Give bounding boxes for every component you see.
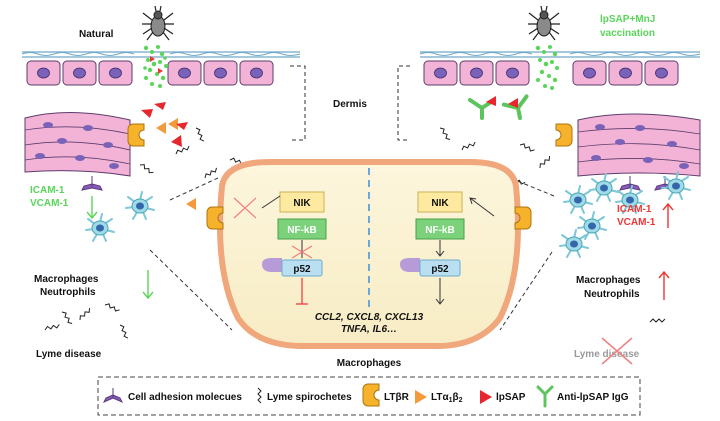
icam-right-label: ICAM-1 — [617, 204, 652, 215]
lta-ligand-icon — [186, 198, 196, 210]
immune-cell-icon — [85, 213, 115, 242]
up-arrow-icon — [658, 270, 670, 300]
neutrophils-right-label: Neutrophils — [584, 289, 640, 300]
legend-ltbr-icon — [362, 383, 380, 407]
legend-adhesion-icon — [102, 388, 124, 404]
ligands-left — [141, 102, 188, 147]
p52-right: p52 — [431, 264, 449, 275]
nik-right: NIK — [431, 198, 449, 209]
adhesion-molecule-icon — [619, 176, 641, 191]
legend-spirochetes: Lyme spirochetes — [267, 392, 352, 403]
legend-cell-adhesion: Cell adhesion molecues — [128, 392, 242, 403]
legend-lpsap: lpSAP — [496, 392, 526, 403]
vaccination-label-1: lpSAP+MnJ — [600, 14, 655, 25]
legend-ltbr: LTβR — [384, 392, 410, 403]
adhesion-molecule-icon — [81, 176, 103, 191]
saliva-dots-left — [143, 45, 168, 88]
legend-lpsap-icon — [480, 390, 492, 404]
icam-left-label: ICAM-1 — [30, 185, 65, 196]
nfkb-right: NF-kB — [425, 225, 454, 236]
legend-anti-igg: Anti-lpSAP IgG — [557, 392, 629, 403]
legend: Cell adhesion molecues Lyme spirochetes … — [97, 376, 641, 416]
nfkb-left: NF-kB — [287, 225, 316, 236]
ltbr-receptor-icon — [127, 123, 145, 147]
immune-cell-icon — [125, 191, 155, 220]
natural-label: Natural — [79, 29, 114, 40]
anti-lpsap-igg-icons — [468, 94, 529, 120]
dermis-brackets — [290, 65, 410, 141]
legend-spirochete-icon — [257, 387, 262, 404]
dermal-tissue-left — [24, 111, 131, 177]
lyme-disease-left-label: Lyme disease — [36, 349, 102, 360]
genes-line-1: CCL2, CXCL8, CXCL13 — [315, 312, 424, 323]
lyme-disease-right-label: Lyme disease — [574, 349, 640, 360]
vcam-right-label: VCAM-1 — [617, 217, 656, 228]
legend-lta-icon — [415, 390, 427, 404]
pathway-left: NIK NF-kB p52 — [233, 191, 327, 305]
down-arrow-icon — [86, 196, 98, 220]
pathway-right: NIK NF-kB p52 — [400, 191, 495, 305]
vaccination-label-2: vaccination — [600, 28, 655, 39]
spirochetes-left-bottom — [43, 301, 129, 340]
p52-left: p52 — [293, 264, 311, 275]
ltbr-receptor-icon — [555, 123, 573, 147]
epidermis-right — [419, 51, 701, 86]
up-arrow-icon — [662, 202, 674, 228]
legend-igg-icon — [536, 385, 554, 408]
neutrophils-left-label: Neutrophils — [40, 287, 96, 298]
tick-icon-right — [527, 5, 561, 41]
saliva-dots-right — [535, 45, 559, 90]
dermis-label: Dermis — [333, 99, 367, 110]
tick-icon — [141, 5, 175, 41]
cross-icon — [601, 337, 633, 365]
vcam-left-label: VCAM-1 — [30, 198, 69, 209]
epidermis-left — [21, 51, 301, 86]
zoom-lines — [149, 177, 555, 331]
legend-lta: LTα1β2 — [431, 392, 463, 404]
macrophages-right-label: Macrophages — [576, 275, 641, 286]
dermal-tissue-right — [577, 113, 701, 177]
spirochete-icon — [649, 318, 666, 323]
macrophages-cell-label: Macrophages — [337, 358, 402, 369]
nik-left: NIK — [293, 198, 311, 209]
genes-line-2: TNFA, IL6… — [341, 324, 397, 335]
down-arrow-icon — [142, 270, 154, 300]
macrophages-left-label: Macrophages — [34, 274, 99, 285]
